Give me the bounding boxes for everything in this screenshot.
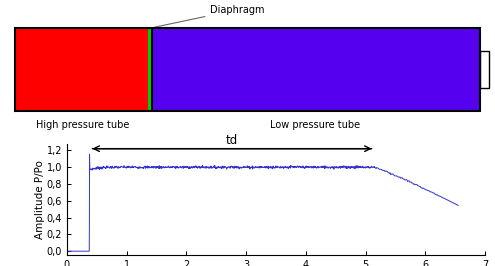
Bar	[148, 28, 151, 111]
Bar	[151, 28, 153, 111]
Bar	[151, 28, 480, 111]
Y-axis label: Amplitude P/Po: Amplitude P/Po	[35, 160, 45, 239]
Text: Low pressure tube: Low pressure tube	[270, 120, 361, 130]
Text: td: td	[226, 134, 238, 147]
Text: High pressure tube: High pressure tube	[36, 120, 130, 130]
Text: Diaphragm: Diaphragm	[154, 5, 265, 27]
Bar	[15, 28, 151, 111]
Bar	[480, 51, 489, 88]
Bar	[15, 28, 480, 111]
